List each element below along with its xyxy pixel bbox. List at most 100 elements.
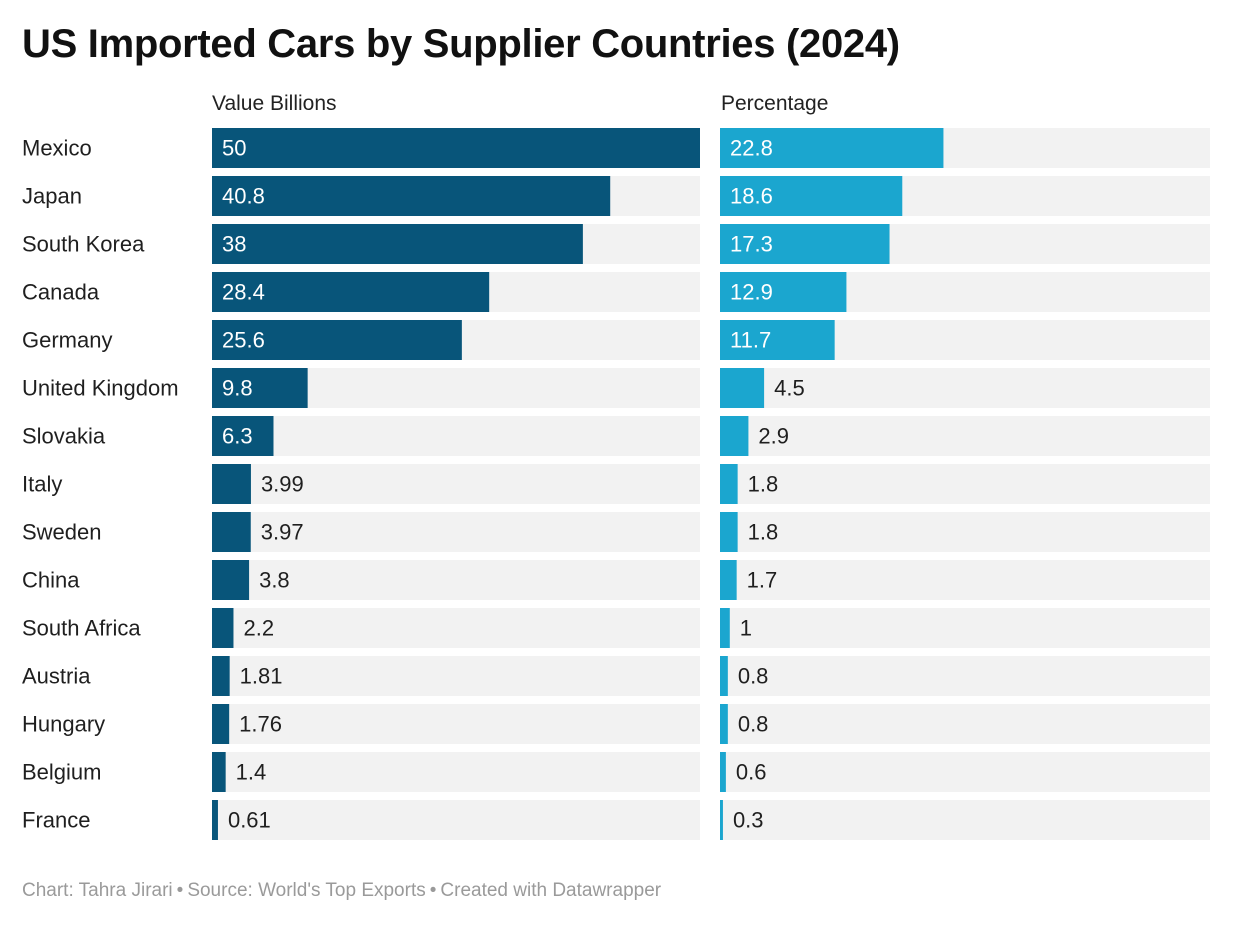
value-data-label: 6.3 [222, 424, 253, 449]
percentage-bar-track [720, 704, 1210, 744]
value-data-label: 40.8 [222, 184, 265, 209]
category-label-china: China [22, 568, 80, 593]
value-bar [212, 224, 583, 264]
category-label-south-korea: South Korea [22, 232, 145, 257]
value-data-label: 38 [222, 232, 246, 257]
value-data-label: 3.99 [261, 472, 304, 497]
value-bar-track [212, 608, 700, 648]
value-data-label: 1.81 [240, 664, 283, 689]
percentage-bar [720, 752, 726, 792]
value-data-label: 28.4 [222, 280, 265, 305]
category-label-germany: Germany [22, 328, 112, 353]
category-label-south-africa: South Africa [22, 616, 141, 641]
value-bar-track [212, 560, 700, 600]
percentage-bar-track [720, 608, 1210, 648]
percentage-bar [720, 128, 944, 168]
percentage-bar-track [720, 560, 1210, 600]
percentage-bar-track [720, 464, 1210, 504]
percentage-bar-track [720, 368, 1210, 408]
value-data-label: 50 [222, 136, 246, 161]
percentage-bar [720, 416, 749, 456]
bar-chart: Mexico 50 22.8 Japan 40.8 18.6 South Korea 38 17… [22, 128, 1210, 840]
value-bar-track [212, 656, 700, 696]
percentage-bar [720, 656, 728, 696]
chart-footer: Chart: Tahra Jirari • Source: World's Top … [22, 880, 661, 902]
value-data-label: 1.4 [236, 760, 267, 785]
percentage-column-header: Percentage [721, 92, 829, 115]
percentage-bar [720, 176, 903, 216]
percentage-bar [720, 368, 765, 408]
percentage-data-label: 2.9 [758, 424, 789, 449]
value-data-label: 2.2 [243, 616, 274, 641]
percentage-data-label: 11.7 [730, 328, 771, 353]
percentage-bar [720, 464, 738, 504]
value-bar [212, 272, 490, 312]
value-bar [212, 752, 226, 792]
percentage-data-label: 1 [740, 616, 752, 641]
value-bar [212, 512, 251, 552]
category-label-france: France [22, 808, 90, 833]
value-bar [212, 416, 274, 456]
value-bar [212, 560, 250, 600]
value-bar-track [212, 464, 700, 504]
percentage-data-label: 12.9 [730, 280, 773, 305]
percentage-data-label: 1.7 [747, 568, 778, 593]
chart-title: US Imported Cars by Supplier Countries (… [22, 22, 900, 66]
percentage-data-label: 18.6 [730, 184, 773, 209]
footer-separator: • [429, 880, 437, 901]
percentage-bar [720, 608, 730, 648]
percentage-data-label: 0.8 [738, 664, 769, 689]
percentage-bar [720, 224, 890, 264]
category-label-belgium: Belgium [22, 760, 101, 785]
percentage-bar [720, 704, 728, 744]
percentage-data-label: 0.3 [733, 808, 764, 833]
percentage-bar-track [720, 416, 1210, 456]
value-bar [212, 800, 218, 840]
category-label-mexico: Mexico [22, 136, 92, 161]
percentage-data-label: 0.8 [738, 712, 769, 737]
percentage-bar-track [720, 656, 1210, 696]
value-bar [212, 128, 700, 168]
category-label-japan: Japan [22, 184, 82, 209]
value-bar [212, 464, 251, 504]
percentage-bar [720, 512, 738, 552]
percentage-data-label: 1.8 [748, 472, 779, 497]
percentage-bar-track [720, 752, 1210, 792]
category-label-united-kingdom: United Kingdom [22, 376, 179, 401]
value-bar-track [212, 704, 700, 744]
category-label-italy: Italy [22, 472, 62, 497]
footer-separator: • [176, 880, 184, 901]
value-column-header: Value Billions [212, 92, 337, 115]
value-data-label: 3.97 [261, 520, 304, 545]
value-bar [212, 608, 234, 648]
percentage-bar-track [720, 512, 1210, 552]
percentage-bar-track [720, 800, 1210, 840]
footer-credit: Chart: Tahra Jirari [22, 880, 173, 901]
value-data-label: 9.8 [222, 376, 253, 401]
value-bar [212, 704, 230, 744]
percentage-data-label: 22.8 [730, 136, 773, 161]
category-label-austria: Austria [22, 664, 91, 689]
value-bar [212, 368, 308, 408]
category-label-hungary: Hungary [22, 712, 105, 737]
value-bar-track [212, 800, 700, 840]
value-bar [212, 320, 462, 360]
value-bar-track [212, 416, 700, 456]
category-label-canada: Canada [22, 280, 100, 305]
percentage-bar [720, 560, 737, 600]
value-data-label: 1.76 [239, 712, 282, 737]
value-data-label: 3.8 [259, 568, 290, 593]
value-bar-track [212, 512, 700, 552]
value-data-label: 0.61 [228, 808, 271, 833]
footer-tool: Created with Datawrapper [440, 880, 662, 901]
percentage-bar [720, 272, 847, 312]
value-bar [212, 176, 611, 216]
percentage-bar [720, 800, 723, 840]
value-bar-track [212, 752, 700, 792]
percentage-data-label: 17.3 [730, 232, 773, 257]
percentage-data-label: 4.5 [774, 376, 805, 401]
percentage-data-label: 1.8 [748, 520, 779, 545]
value-data-label: 25.6 [222, 328, 265, 353]
percentage-bar [720, 320, 835, 360]
percentage-data-label: 0.6 [736, 760, 767, 785]
